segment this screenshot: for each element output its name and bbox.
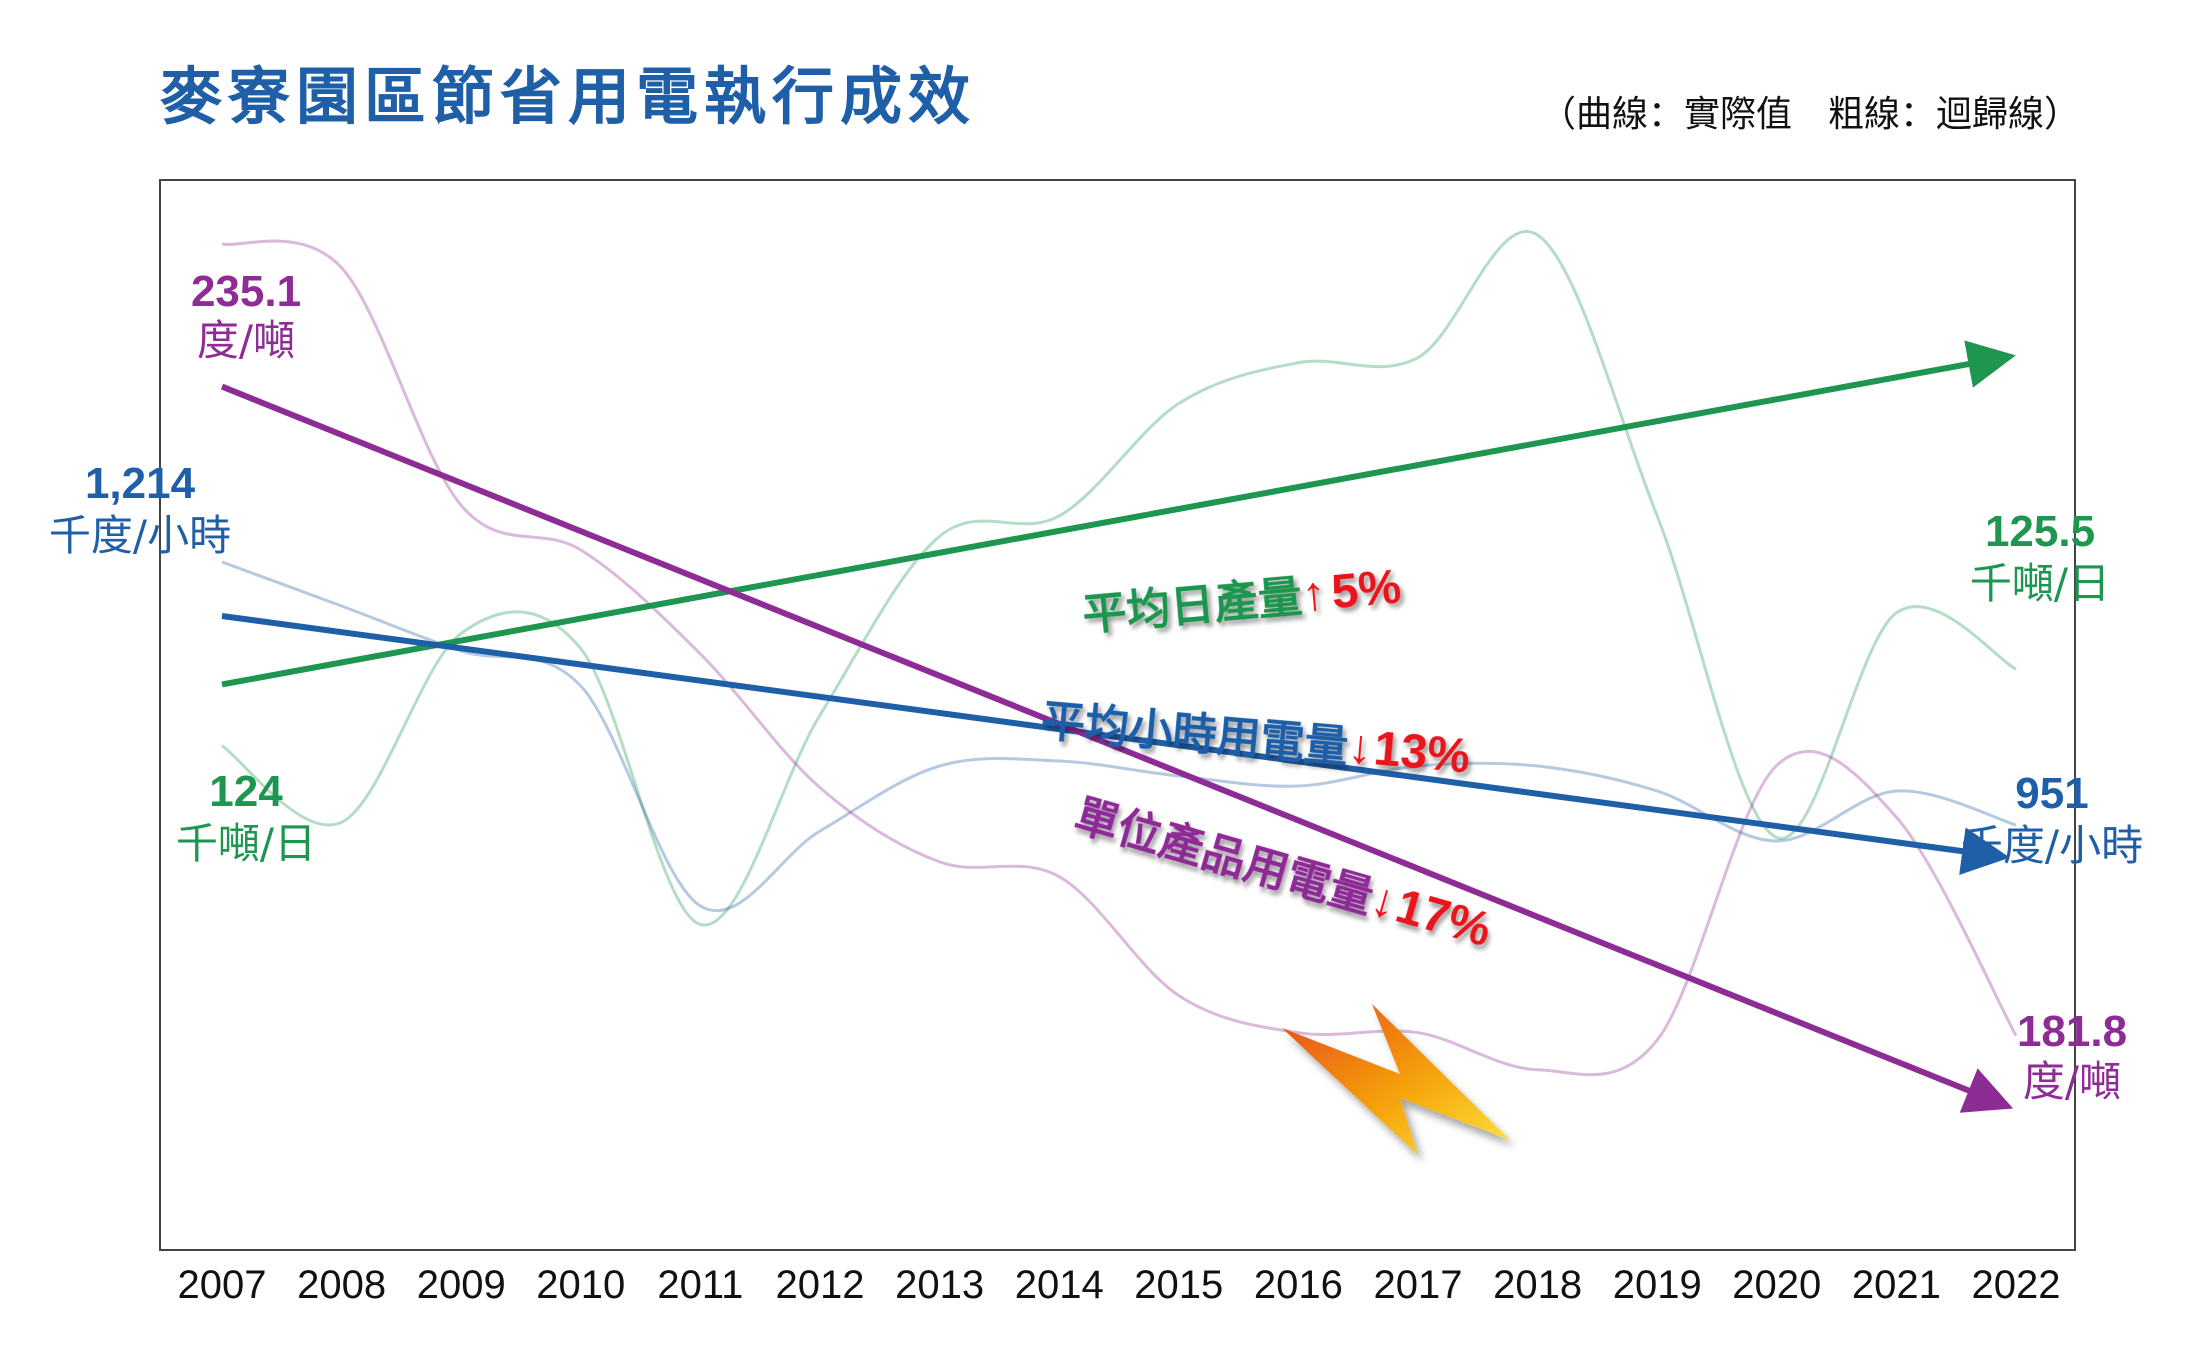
- x-tick-2022: 2022: [1972, 1263, 2061, 1307]
- x-tick-2014: 2014: [1015, 1263, 1104, 1307]
- unit-power-end-value: 181.8: [2017, 1007, 2127, 1056]
- x-tick-2015: 2015: [1134, 1263, 1223, 1307]
- daily-output-arrow-glyph: ↑: [1300, 567, 1329, 622]
- curve-unit_power: [221, 239, 2018, 1077]
- svg-text:平均小時用電量↓13%: 平均小時用電量↓13%: [1039, 693, 1472, 783]
- chart-title: 麥寮園區節省用電執行成效: [160, 60, 976, 133]
- unit-power-start-value: 235.1: [191, 267, 301, 316]
- daily-output-start-unit: 千噸/日: [176, 819, 316, 868]
- label-daily-output-end: 125.5 千噸/日: [1970, 507, 2110, 608]
- hourly-power-annotation-label: 平均小時用電量: [1039, 695, 1350, 773]
- hourly-power-change: 13%: [1372, 722, 1472, 783]
- daily-output-change: 5%: [1329, 560, 1403, 619]
- x-tick-2007: 2007: [178, 1263, 267, 1307]
- x-tick-2016: 2016: [1254, 1263, 1343, 1307]
- x-tick-2018: 2018: [1493, 1263, 1582, 1307]
- x-tick-2021: 2021: [1852, 1263, 1941, 1307]
- annotation-daily-output: 平均日產量↑5%: [1080, 560, 1404, 641]
- unit-power-start-unit: 度/噸: [197, 316, 295, 365]
- regression-lines: [220, 340, 2016, 1113]
- x-tick-2013: 2013: [895, 1263, 984, 1307]
- plot-frame: [159, 179, 2076, 1251]
- x-tick-2009: 2009: [417, 1263, 506, 1307]
- trend-line-hourly_power: [221, 613, 2010, 875]
- daily-output-annotation-label: 平均日產量: [1081, 571, 1305, 641]
- daily-output-end-unit: 千噸/日: [1970, 559, 2110, 608]
- hourly-power-end-unit: 千度/小時: [1961, 821, 2143, 870]
- hourly-power-end-value: 951: [2015, 769, 2088, 818]
- svg-text:平均日產量↑5%: 平均日產量↑5%: [1080, 560, 1403, 641]
- trend-line-daily_output: [221, 340, 2016, 688]
- unit-power-annotation-label: 單位產品用電量: [1069, 790, 1379, 924]
- trend-line-unit_power: [220, 383, 2014, 1113]
- x-tick-2008: 2008: [297, 1263, 386, 1307]
- label-unit-power-start: 235.1 度/噸: [191, 267, 301, 365]
- daily-output-end-value: 125.5: [1985, 507, 2095, 556]
- chart-note: （曲線：實際值 粗線：迴歸線）: [1540, 94, 2080, 135]
- daily-output-start-value: 124: [209, 767, 283, 816]
- x-tick-2011: 2011: [657, 1263, 743, 1307]
- unit-power-end-unit: 度/噸: [2023, 1057, 2121, 1106]
- x-tick-2017: 2017: [1374, 1263, 1463, 1307]
- lightning-bolt-icon: [1282, 1004, 1510, 1155]
- label-hourly-power-start: 1,214 千度/小時: [49, 459, 231, 560]
- hourly-power-start-unit: 千度/小時: [49, 511, 231, 560]
- hourly-power-arrow-glyph: ↓: [1346, 720, 1375, 775]
- annotation-hourly-power: 平均小時用電量↓13%: [1039, 693, 1472, 783]
- label-unit-power-end: 181.8 度/噸: [2017, 1007, 2127, 1106]
- x-tick-2020: 2020: [1732, 1263, 1821, 1307]
- x-axis-ticks: 2007 2008 2009 2010 2011 2012 2013 2014 2015 2016…: [178, 1263, 2061, 1307]
- x-tick-2019: 2019: [1613, 1263, 1702, 1307]
- curve-daily_output: [221, 230, 2017, 927]
- label-hourly-power-end: 951 千度/小時: [1961, 769, 2143, 870]
- hourly-power-start-value: 1,214: [85, 459, 196, 508]
- x-tick-2012: 2012: [776, 1263, 865, 1307]
- x-tick-2010: 2010: [536, 1263, 625, 1307]
- label-daily-output-start: 124 千噸/日: [176, 767, 316, 868]
